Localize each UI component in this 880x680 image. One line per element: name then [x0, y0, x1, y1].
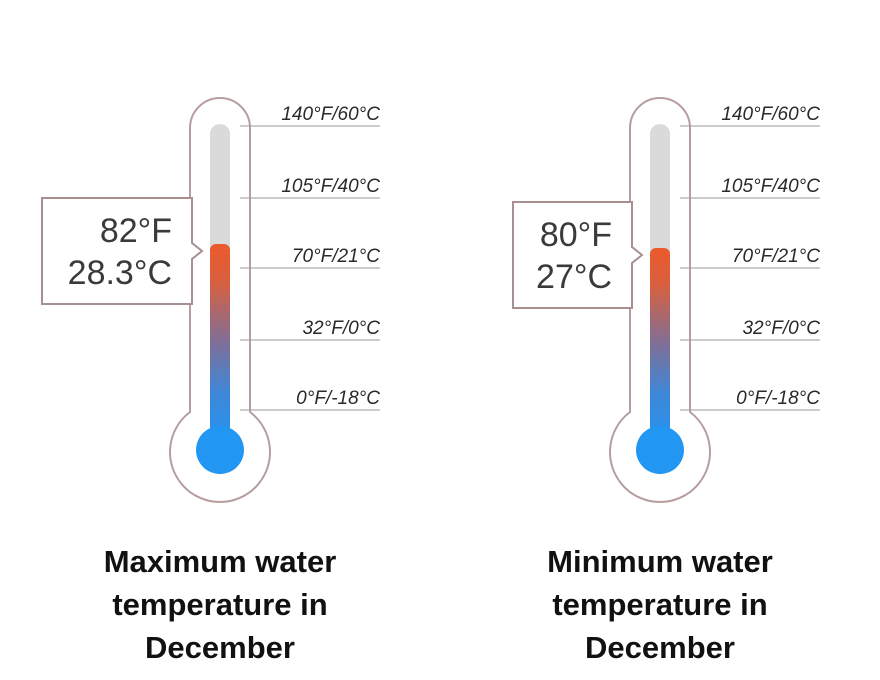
- reading-celsius: 27°C: [536, 258, 612, 296]
- thermometer-mercury: [210, 244, 230, 450]
- scale-tick-label: 105°F/40°C: [721, 176, 820, 197]
- thermometer-mercury: [650, 248, 670, 450]
- scale-tick-label: 32°F/0°C: [742, 318, 820, 339]
- caption-min: Minimum water temperature in December: [510, 540, 810, 669]
- scale-tick-label: 32°F/0°C: [302, 318, 380, 339]
- scale-ticks: 140°F/60°C 105°F/40°C 70°F/21°C 32°F/0°C 0°F…: [680, 104, 820, 411]
- thermometer-bulb: [196, 426, 244, 474]
- scale-tick-label: 70°F/21°C: [292, 246, 380, 267]
- scale-tick-label: 140°F/60°C: [721, 104, 820, 125]
- thermometer-panel-min: 140°F/60°C 105°F/40°C 70°F/21°C 32°F/0°C 0°F…: [440, 0, 880, 680]
- caption-line: December: [145, 630, 295, 665]
- caption-line: temperature in: [112, 587, 328, 622]
- scale-tick-label: 0°F/-18°C: [736, 388, 820, 409]
- caption-line: Maximum water: [103, 544, 337, 579]
- thermometer-bulb: [636, 426, 684, 474]
- reading-callout: 82°F 28.3°C: [41, 197, 204, 305]
- thermometer-panel-max: 140°F/60°C 105°F/40°C 70°F/21°C 32°F/0°C 0°F…: [41, 97, 380, 669]
- caption-line: December: [585, 630, 735, 665]
- reading-fahrenheit: 82°F: [100, 212, 172, 250]
- caption-line: Minimum water: [547, 544, 773, 579]
- caption-max: Maximum water temperature in December: [70, 540, 370, 669]
- scale-tick-label: 70°F/21°C: [732, 246, 820, 267]
- reading-celsius: 28.3°C: [68, 254, 172, 292]
- scale-tick-label: 105°F/40°C: [281, 176, 380, 197]
- thermometer-min: 140°F/60°C 105°F/40°C 70°F/21°C 32°F/0°C 0°F…: [512, 97, 820, 503]
- callout-box: [512, 201, 644, 309]
- scale-tick-label: 140°F/60°C: [281, 104, 380, 125]
- thermometer-body: [169, 97, 271, 503]
- reading-fahrenheit: 80°F: [540, 216, 612, 254]
- callout-box: [41, 197, 204, 305]
- thermometer-max: 140°F/60°C 105°F/40°C 70°F/21°C 32°F/0°C 0°F…: [41, 97, 380, 503]
- caption-line: temperature in: [552, 587, 768, 622]
- scale-tick-label: 0°F/-18°C: [296, 388, 380, 409]
- thermometer-body: [609, 97, 711, 503]
- reading-callout: 80°F 27°C: [512, 201, 644, 309]
- scale-ticks: 140°F/60°C 105°F/40°C 70°F/21°C 32°F/0°C 0°F…: [240, 104, 380, 411]
